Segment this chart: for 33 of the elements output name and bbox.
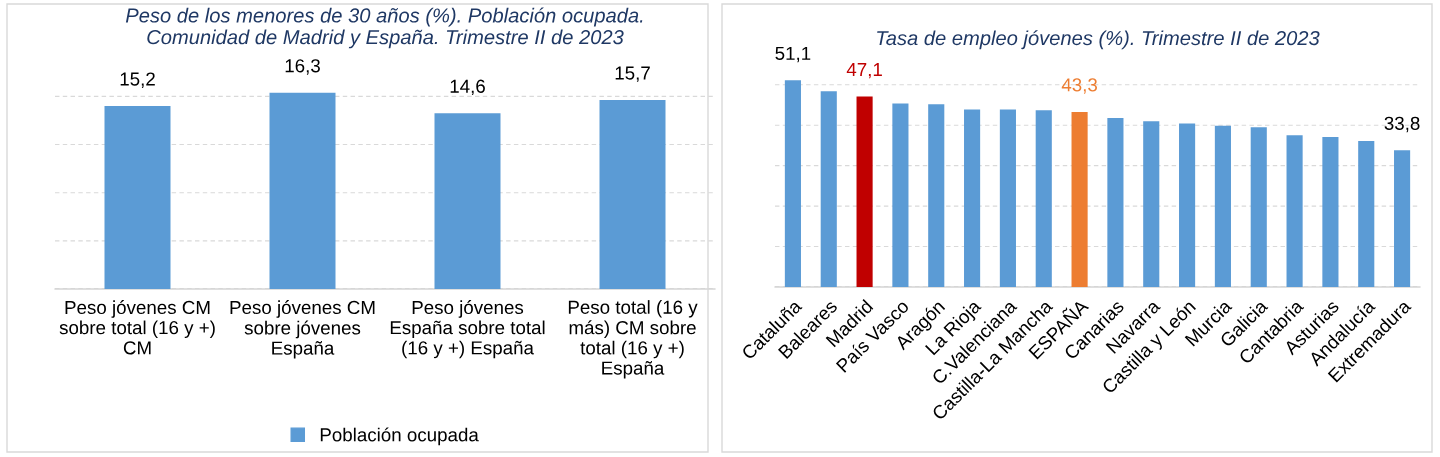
bar — [1250, 127, 1267, 287]
bar — [1322, 136, 1339, 287]
data-label: 43,3 — [1061, 78, 1098, 94]
data-label: 51,1 — [775, 46, 811, 63]
x-tick-label: Peso jóvenes España sobre total (16 y +) España — [390, 300, 545, 359]
bar — [892, 103, 909, 287]
bar — [1107, 117, 1124, 287]
bar — [820, 91, 837, 287]
bar — [784, 80, 801, 287]
bar — [1035, 110, 1052, 287]
bar — [964, 109, 981, 287]
bar — [928, 104, 945, 287]
chart-title: Tasa de empleo jóvenes (%). Trimestre II de 2023 — [877, 30, 1320, 50]
data-label: 47,1 — [846, 63, 882, 79]
x-tick-label: Peso jóvenes CM sobre total (16 y +) CM — [59, 300, 215, 355]
bar — [856, 96, 873, 287]
x-tick-label: Peso total (16 y más) CM sobre total (16 y +) España — [568, 300, 698, 379]
bar — [1143, 121, 1160, 287]
bar — [1286, 135, 1303, 287]
bar — [1394, 150, 1411, 287]
bar — [1214, 125, 1231, 287]
legend-label: Población ocupada — [320, 427, 479, 446]
bar — [1358, 141, 1375, 287]
bar — [1179, 123, 1196, 287]
data-label: 16,3 — [285, 59, 320, 75]
data-label: 15,2 — [120, 72, 155, 88]
bar — [999, 109, 1016, 287]
x-tick-label: Peso jóvenes CM sobre jóvenes España — [230, 300, 375, 359]
bar — [1071, 111, 1088, 287]
chart-title: Peso de los menores de 30 años (%). Población ocupada. Comunidad de Madrid y España. Trimestre II de 2023 — [125, 7, 643, 49]
data-label: 14,6 — [450, 79, 485, 96]
data-label: 15,7 — [615, 66, 650, 82]
data-label: 33,8 — [1384, 116, 1420, 133]
